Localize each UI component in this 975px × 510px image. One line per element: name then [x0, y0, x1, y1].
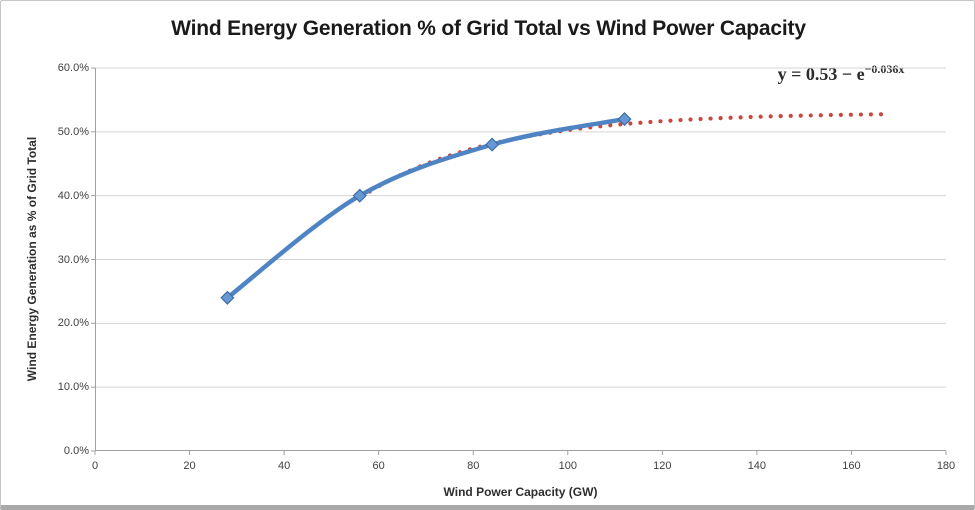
x-tick-label: 20: [183, 460, 196, 472]
trendline-dot: [818, 113, 823, 118]
y-tick-label: 0.0%: [63, 445, 89, 457]
y-tick-label: 60.0%: [57, 62, 89, 74]
trendline-dot: [678, 117, 683, 123]
y-tick-label: 50.0%: [57, 125, 89, 138]
trendline-dot: [758, 114, 763, 119]
trendline-dot: [808, 113, 813, 118]
x-tick-label: 80: [467, 460, 480, 472]
series-marker: [617, 112, 632, 127]
trendline-dot: [628, 121, 633, 126]
x-tick-label: 160: [842, 460, 861, 472]
trendline-equation: y = 0.53 − e−0.036x: [731, 62, 951, 85]
series-marker: [352, 188, 367, 203]
trendline-dot: [768, 114, 773, 119]
x-tick-label: 0: [91, 460, 99, 472]
trendline-dot: [638, 120, 643, 125]
x-tick-label: 60: [372, 460, 385, 472]
series-marker: [220, 290, 235, 305]
trendline-dot: [658, 119, 663, 124]
trendline-dot: [668, 118, 673, 123]
x-axis-title: Wind Power Capacity (GW): [443, 485, 598, 499]
y-tick-label: 10.0%: [57, 381, 89, 394]
trendline-dot: [688, 117, 693, 122]
trendline-dot: [618, 122, 623, 127]
trendline-dot: [788, 113, 793, 118]
y-axis-title: Wind Energy Generation as % of Grid Tota…: [25, 136, 39, 382]
x-tick-label: 40: [277, 460, 291, 472]
trendline-dot: [828, 112, 833, 118]
y-tick-label: 30.0%: [57, 253, 89, 266]
trendline-dot: [798, 113, 803, 118]
trendline-dot: [878, 112, 884, 117]
series-marker: [485, 137, 500, 152]
equation-exponent: −0.036x: [864, 62, 905, 76]
series-line: [225, 116, 627, 301]
trendline-dot: [868, 112, 874, 117]
trendline-dot: [608, 123, 613, 128]
plot-area: [91, 67, 947, 455]
trendline-dot: [728, 115, 733, 120]
trendline-dot: [778, 114, 783, 119]
trendline-dot: [848, 112, 853, 117]
trendline-dot: [838, 112, 843, 117]
chart-title: Wind Energy Generation % of Grid Total v…: [171, 17, 806, 40]
trendline-dot: [858, 112, 864, 117]
equation-base: y = 0.53 − e: [777, 64, 865, 84]
trendline-dot: [698, 116, 703, 122]
x-tick-label: 100: [558, 460, 577, 472]
x-tick-label: 180: [936, 460, 956, 472]
trendline-dot: [708, 116, 713, 121]
trendline-dot: [748, 114, 753, 120]
trendline-dot: [648, 119, 653, 125]
x-tick-label: 140: [747, 460, 767, 472]
y-tick-label: 20.0%: [57, 317, 89, 330]
trendline-dot: [738, 115, 743, 120]
y-tick-label: 40.0%: [57, 189, 89, 202]
x-tick-label: 120: [653, 460, 672, 472]
trendline-dot: [718, 116, 723, 121]
